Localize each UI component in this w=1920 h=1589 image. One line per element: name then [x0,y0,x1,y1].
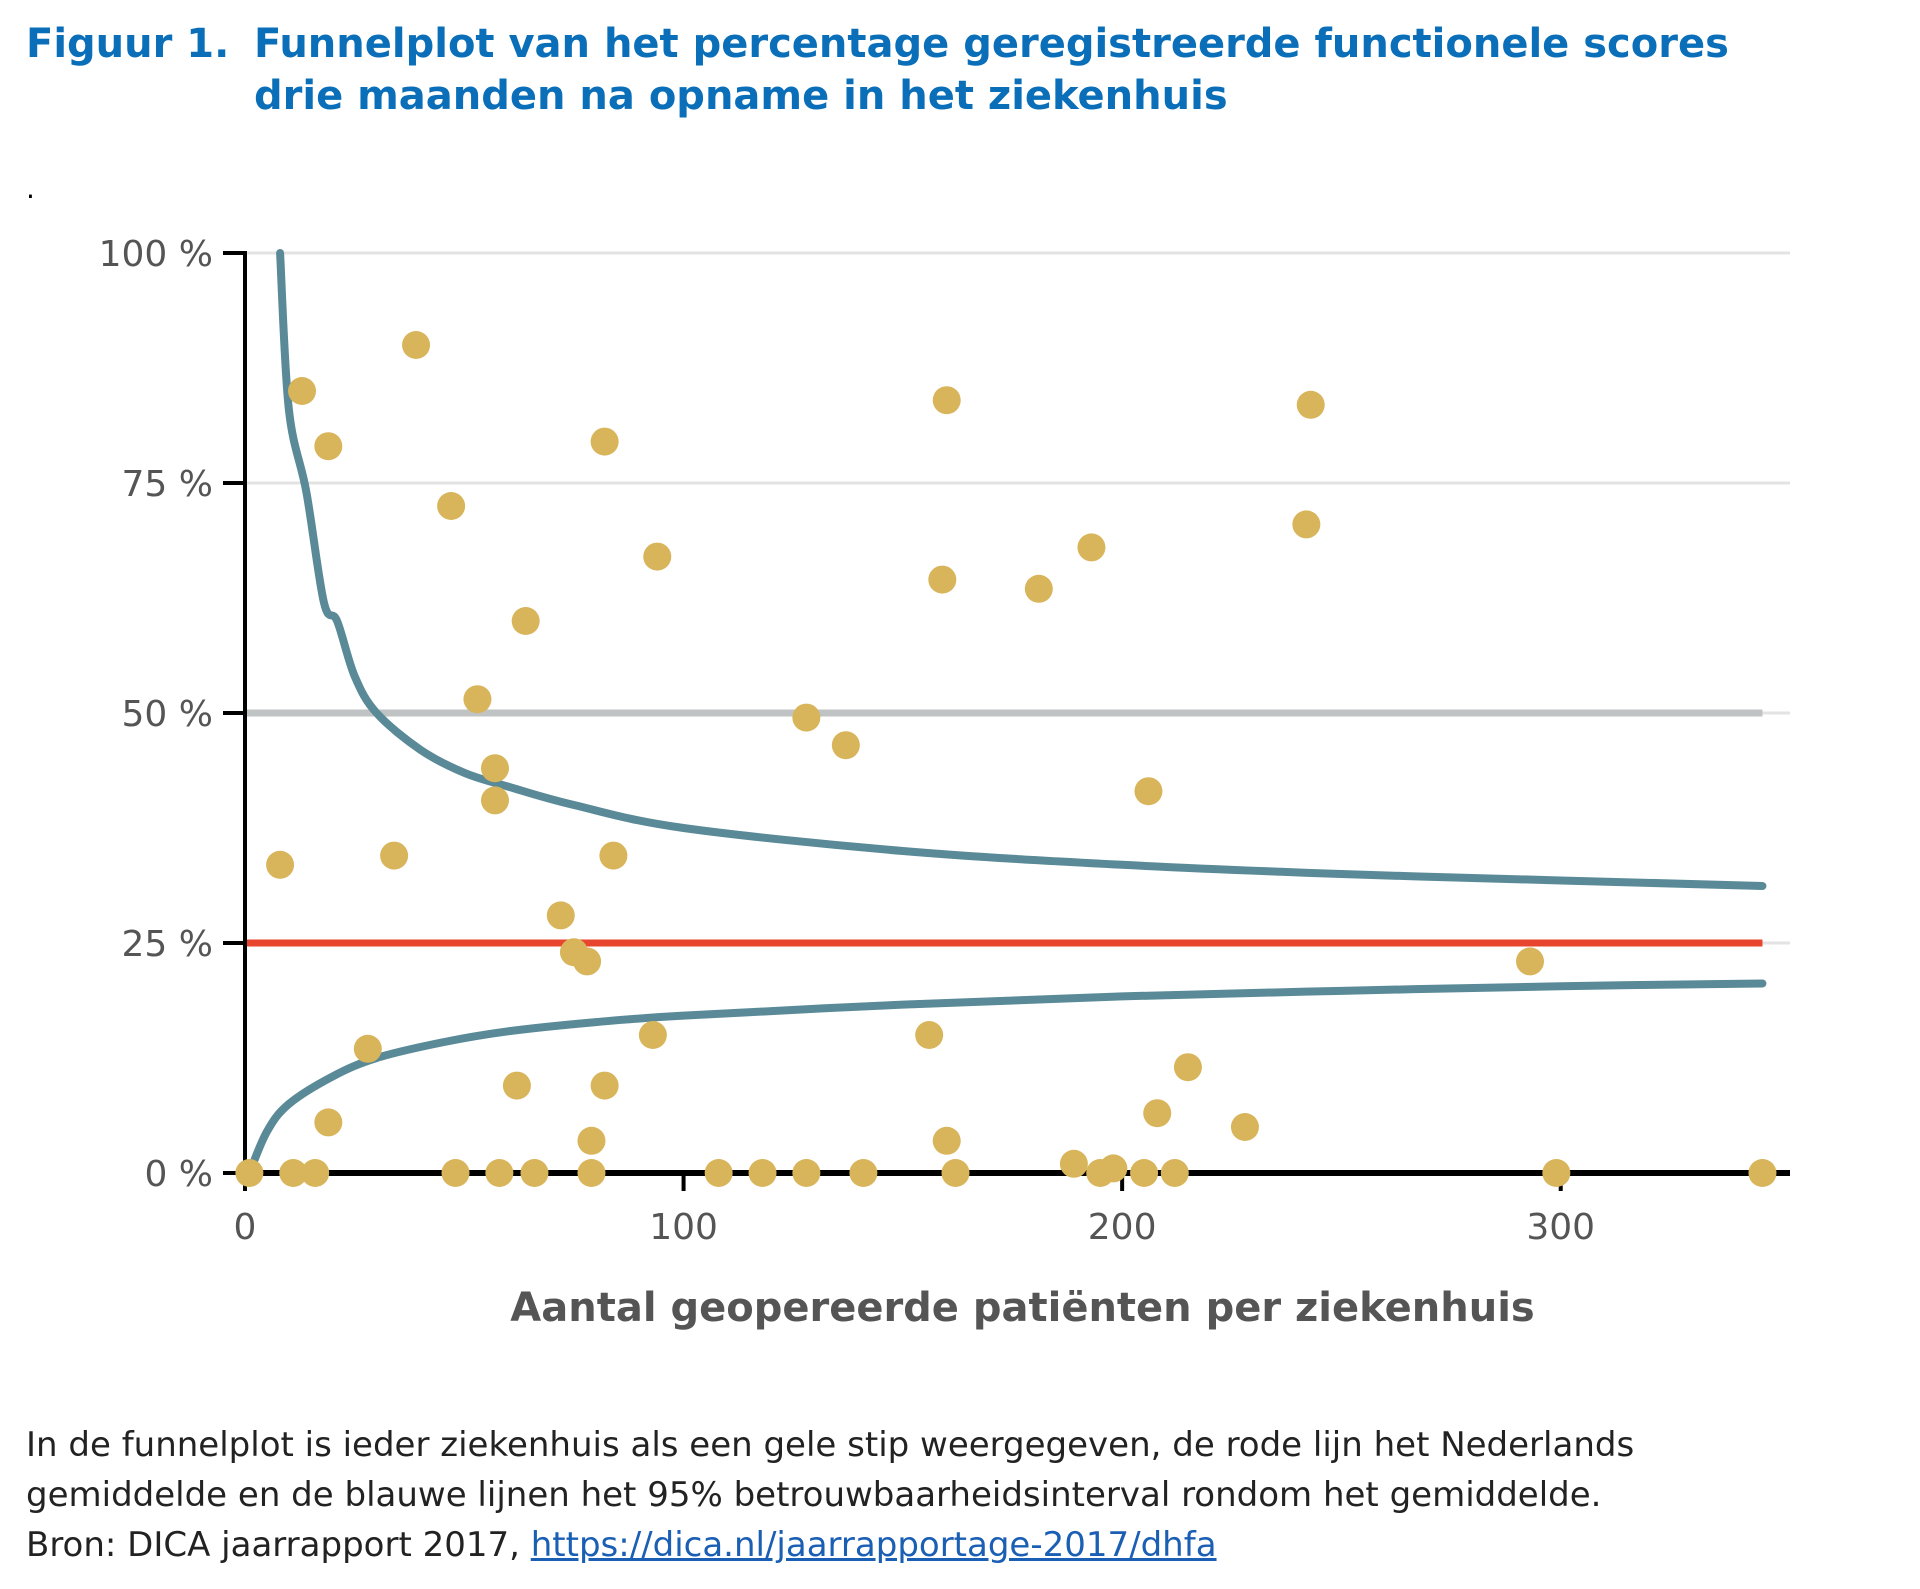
hospital-point [546,901,575,930]
hospital-point [590,1071,619,1100]
hospital-point [502,1071,531,1100]
source-prefix: Bron: DICA jaarrapport 2017, [26,1525,520,1565]
hospital-point [704,1159,733,1187]
x-axis-title: Aantal geopereerde patiënten per ziekenh… [510,1285,1534,1331]
hospital-point [928,565,957,594]
hospital-point [1160,1159,1189,1187]
hospital-point [573,947,602,976]
y-tick-label: 0 % [144,1154,213,1195]
hospital-point [380,841,409,870]
hospital-point [288,377,317,405]
hospital-point [792,703,821,732]
hospital-point [849,1159,878,1187]
hospital-point [831,731,860,760]
hospital-point [1542,1159,1571,1187]
hospital-point [599,841,628,870]
hospital-points [235,331,1777,1187]
hospital-point [480,786,509,815]
reference-lines [245,709,1763,947]
y-tick-label: 50 % [122,694,213,735]
hospital-point [1230,1113,1259,1141]
caption-line1: In de funnelplot is ieder ziekenhuis als… [26,1425,1635,1465]
hospital-point [1748,1159,1777,1187]
hospital-point [638,1021,667,1049]
hospital-point [577,1126,606,1155]
hospital-point [1143,1099,1172,1128]
confidence-interval-lines [245,249,1767,1177]
hospital-point [301,1159,330,1187]
hospital-point [402,331,431,359]
ci-lower-line [245,979,1767,1177]
hospital-point [437,492,466,520]
funnel-plot: 0 % 25 % 50 % 75 % 100 % 0 100 200 300 Aantal ge… [99,234,1790,1331]
hospital-point [279,1159,308,1187]
figure-title-line2: drie maanden na opname in het ziekenhuis [254,73,1228,119]
hospital-point [463,685,492,714]
hospital-point [915,1021,944,1049]
grid-layer [245,251,1790,945]
tick-labels: 0 % 25 % 50 % 75 % 100 % 0 100 200 300 [99,234,1595,1248]
dot-marker: . [26,172,35,205]
hospital-point [511,607,540,635]
figure-caption: In de funnelplot is ieder ziekenhuis als… [26,1420,1896,1570]
hospital-point [590,427,619,456]
hospital-point [314,432,343,461]
hospital-point [266,850,295,879]
hospital-point [792,1159,821,1187]
hospital-point [577,1159,606,1187]
hospital-point [1130,1159,1159,1187]
source-link[interactable]: https://dica.nl/jaarrapportage-2017/dhfa [530,1525,1217,1565]
hospital-point [314,1108,343,1137]
hospital-point [932,386,961,415]
x-tick-label: 0 [234,1207,257,1248]
figure-title: Figuur 1. Funnelplot van het percentage g… [26,18,1886,122]
axes [223,251,1790,1191]
hospital-point [1292,510,1321,539]
hospital-point [441,1159,470,1187]
x-tick-label: 200 [1088,1207,1157,1248]
caption-line2: gemiddelde en de blauwe lijnen het 95% b… [26,1475,1602,1515]
hospital-point [1059,1149,1088,1178]
figure-title-line1: Funnelplot van het percentage geregistre… [254,21,1729,67]
hospital-point [643,542,672,571]
figure-number: Figuur 1. [26,21,230,67]
y-tick-label: 25 % [122,924,213,965]
hospital-point [235,1159,264,1187]
hospital-point [1077,533,1106,562]
caption-source: Bron: DICA jaarrapport 2017, https://dic… [26,1520,1896,1570]
hospital-point [941,1159,970,1187]
x-tick-label: 300 [1526,1207,1595,1248]
hospital-point [932,1126,961,1155]
hospital-point [1024,574,1053,603]
x-tick-label: 100 [649,1207,718,1248]
hospital-point [1134,777,1163,806]
y-tick-label: 100 % [99,234,213,275]
hospital-point [1516,947,1545,976]
hospital-point [520,1159,549,1187]
hospital-point [1296,390,1325,419]
hospital-point [353,1034,382,1063]
hospital-point [1173,1053,1202,1082]
hospital-point [480,754,509,783]
y-tick-label: 75 % [122,464,213,505]
hospital-point [485,1159,514,1187]
hospital-point [748,1159,777,1187]
ci-upper-line [276,249,1767,890]
hospital-point [1099,1154,1128,1183]
